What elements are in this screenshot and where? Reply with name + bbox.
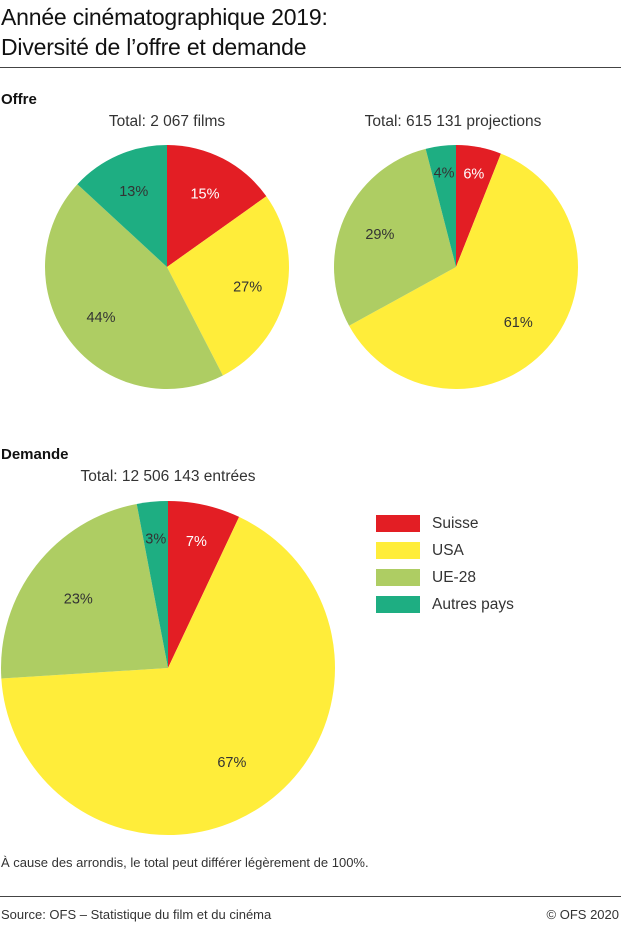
title-divider	[0, 67, 621, 68]
section-heading-demande: Demande	[1, 446, 69, 463]
pie-slice-ue28	[334, 148, 456, 326]
pie-slice-autres	[77, 145, 167, 267]
pie-label-autres: 4%	[434, 166, 455, 182]
legend: Suisse USA UE-28 Autres pays	[376, 510, 514, 618]
pie-slice-autres	[136, 501, 168, 668]
pie-slice-autres	[425, 145, 456, 267]
pie-slice-usa	[349, 153, 578, 389]
pie-slice-suisse	[168, 501, 240, 668]
legend-label-ue28: UE-28	[432, 568, 476, 586]
pie-slice-suisse	[456, 145, 501, 267]
legend-swatch-usa	[376, 542, 420, 559]
legend-swatch-suisse	[376, 515, 420, 532]
pie-label-autres: 3%	[145, 531, 166, 547]
title-line-2: Diversité de l’offre et demande	[1, 34, 307, 60]
pie-films-total: Total: 2 067 films	[108, 113, 226, 130]
pie-label-suisse: 7%	[186, 534, 207, 550]
page-title: Année cinématographique 2019: Diversité …	[1, 2, 328, 62]
legend-item-usa: USA	[376, 537, 514, 564]
pie-label-usa: 67%	[217, 755, 246, 771]
pie-chart-entries: 7% 67% 23% 3%	[0, 501, 335, 835]
legend-item-suisse: Suisse	[376, 510, 514, 537]
legend-swatch-ue28	[376, 569, 420, 586]
rounding-note: À cause des arrondis, le total peut diff…	[1, 855, 369, 870]
legend-label-usa: USA	[432, 541, 464, 559]
pie-label-ue28: 44%	[86, 310, 115, 326]
pie-label-usa: 27%	[233, 280, 262, 296]
footer-divider	[0, 896, 621, 897]
pie-chart-films: 15% 27% 44% 13%	[44, 145, 289, 390]
pie-slice-suisse	[167, 145, 267, 267]
pie-slice-ue28	[0, 503, 168, 679]
pie-label-suisse: 6%	[463, 167, 484, 183]
pie-slice-usa	[167, 196, 289, 376]
pie-label-usa: 61%	[504, 315, 533, 331]
copyright-text: © OFS 2020	[546, 907, 619, 922]
pie-projections-total: Total: 615 131 projections	[364, 113, 542, 130]
pie-slice-usa	[1, 516, 335, 835]
legend-label-autres: Autres pays	[432, 595, 514, 613]
pie-entries-total: Total: 12 506 143 entrées	[80, 468, 256, 485]
source-text: Source: OFS – Statistique du film et du …	[1, 907, 272, 922]
legend-item-ue28: UE-28	[376, 564, 514, 591]
legend-swatch-autres	[376, 596, 420, 613]
pie-label-suisse: 15%	[190, 186, 219, 202]
pie-label-ue28: 29%	[365, 227, 394, 243]
pie-label-autres: 13%	[119, 184, 148, 200]
pie-slice-ue28	[44, 184, 223, 390]
legend-label-suisse: Suisse	[432, 514, 479, 532]
legend-item-autres: Autres pays	[376, 591, 514, 618]
title-line-1: Année cinématographique 2019:	[1, 4, 328, 30]
pie-chart-projections: 6% 61% 29% 4%	[334, 145, 578, 389]
pie-label-ue28: 23%	[64, 591, 93, 607]
section-heading-offre: Offre	[1, 91, 37, 108]
